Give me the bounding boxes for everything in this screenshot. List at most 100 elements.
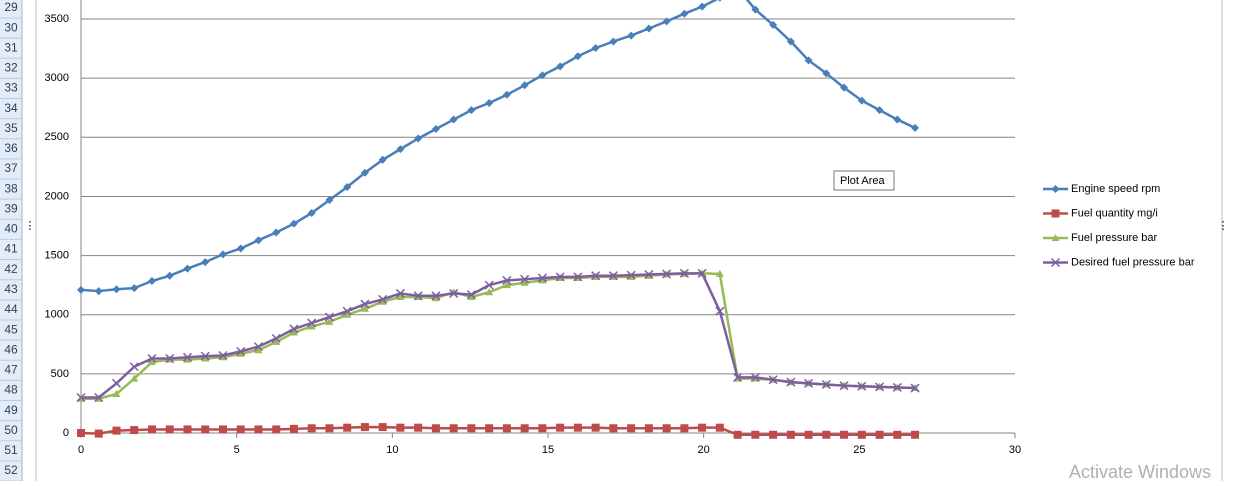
point [715, 306, 725, 316]
plot: 0 500 1000 1500 2000 2500 3000 3500 0 5 10 15 20 25 30 [45, 0, 1021, 456]
point [715, 423, 724, 432]
point [875, 382, 885, 392]
point [466, 290, 476, 300]
point [289, 424, 298, 433]
point [325, 195, 334, 204]
point [910, 383, 920, 393]
point [768, 375, 778, 385]
point [875, 430, 884, 439]
y-tick-label: 3000 [45, 72, 69, 84]
legend: Engine speed rpm Fuel quantity mg/i Fuel p… [1043, 183, 1195, 268]
point [272, 228, 281, 237]
point [378, 423, 387, 432]
tooltip: Plot Area [840, 175, 886, 187]
point [857, 430, 866, 439]
point [467, 106, 476, 115]
y-tick-label: 1000 [45, 309, 69, 321]
point [804, 56, 813, 65]
x-tick-label: 25 [853, 444, 865, 456]
point [307, 208, 316, 217]
row-header: 42 [4, 262, 18, 276]
point [484, 280, 494, 290]
point [662, 424, 671, 433]
point [431, 125, 440, 134]
point [502, 281, 511, 289]
point [112, 389, 121, 397]
point [911, 430, 920, 439]
row-header: 36 [4, 141, 18, 155]
row-header: 51 [4, 443, 18, 457]
point [254, 425, 263, 434]
row-header: 31 [4, 40, 18, 54]
point [236, 346, 246, 356]
point [485, 288, 494, 296]
point [360, 168, 369, 177]
point [786, 37, 795, 46]
point [733, 430, 742, 439]
point [769, 20, 778, 29]
point [253, 342, 263, 352]
point [378, 297, 387, 305]
row-header: 52 [4, 463, 18, 477]
x-tick-label: 15 [542, 444, 554, 456]
row-header: 41 [4, 242, 18, 256]
point [130, 284, 139, 293]
point [467, 424, 476, 433]
point [342, 306, 352, 316]
point [147, 277, 156, 286]
point [218, 425, 227, 434]
point [821, 379, 831, 390]
point [183, 425, 192, 434]
point [307, 318, 317, 328]
point [414, 423, 423, 432]
point [555, 272, 565, 282]
point [147, 353, 157, 364]
legend-marker [1050, 257, 1061, 268]
point [627, 31, 636, 40]
point [378, 294, 388, 304]
row-header: 29 [4, 0, 18, 14]
legend-marker [1051, 234, 1060, 241]
resize-handle: ⋮ [25, 220, 36, 232]
series-line [80, 0, 916, 293]
point [733, 372, 743, 382]
point [626, 270, 636, 280]
tooltip-box [833, 170, 895, 191]
point [680, 424, 689, 433]
point [715, 269, 724, 277]
point [644, 24, 653, 33]
point [698, 423, 707, 432]
series [77, 423, 920, 439]
x-tick-label: 30 [1009, 444, 1021, 456]
point [644, 269, 654, 280]
point [254, 346, 263, 354]
legend-label: Fuel quantity mg/i [1071, 207, 1158, 219]
point [857, 96, 866, 105]
y-tick-label: 2500 [45, 131, 69, 143]
point [911, 123, 920, 132]
point [378, 155, 387, 164]
point [236, 244, 245, 253]
point [502, 275, 512, 285]
series [77, 0, 920, 296]
point [697, 268, 707, 278]
point [307, 322, 316, 330]
point [608, 271, 618, 281]
y-tick-label: 0 [63, 427, 69, 439]
x-tick-label: 10 [386, 444, 398, 456]
point [130, 426, 139, 435]
row-header: 40 [4, 222, 18, 236]
point [857, 381, 867, 391]
point [218, 350, 228, 361]
x-tick-label: 20 [698, 444, 710, 456]
point [129, 362, 139, 372]
point [502, 90, 511, 99]
point [236, 349, 245, 357]
point [449, 424, 458, 433]
point [520, 274, 530, 284]
point [165, 353, 175, 364]
point [396, 423, 405, 432]
row-header: 43 [4, 282, 18, 296]
